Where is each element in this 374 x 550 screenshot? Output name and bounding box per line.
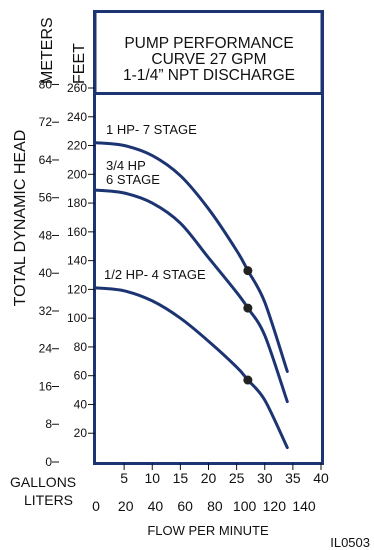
design-point-marker-3 <box>243 375 253 385</box>
pump-curve-1 <box>94 141 289 373</box>
design-point-marker-2 <box>243 303 253 313</box>
curve-label-2: 6 STAGE <box>106 172 160 187</box>
y-tick-feet-label: 180 <box>67 196 87 210</box>
y-tick-meters-label: 32 <box>39 304 53 318</box>
pump-curves <box>94 141 289 450</box>
liters-unit-label: LITERS <box>24 492 73 508</box>
y-tick-feet-label: 160 <box>67 225 87 239</box>
x-axis-liters-ticks: 0 20 40 60 80 100 120 140 <box>92 498 316 514</box>
y-tick-feet-label: 60 <box>74 369 88 383</box>
y-tick-meters-label: 48 <box>39 228 53 242</box>
y-tick-meters-label: 16 <box>39 379 53 393</box>
y-tick-meters-label: 24 <box>39 342 53 356</box>
x-tick-liters-label: 60 <box>177 498 193 514</box>
figure-code: IL0503 <box>330 535 370 550</box>
title-box <box>93 10 324 95</box>
x-tick-gallons-label: 30 <box>257 470 273 486</box>
y-tick-feet-label: 200 <box>67 167 87 181</box>
x-tick-liters-label: 120 <box>263 498 287 514</box>
y-tick-meters-label: 64 <box>39 153 53 167</box>
x-tick-gallons-label: 15 <box>173 470 189 486</box>
y-tick-meters-label: 0 <box>45 455 52 469</box>
x-tick-liters-label: 140 <box>292 498 316 514</box>
x-tick-liters-label: 100 <box>233 498 257 514</box>
y-axis-title: TOTAL DYNAMIC HEAD <box>12 130 29 307</box>
x-tick-liters-label: 0 <box>92 498 100 514</box>
chart-title-line-2: CURVE 27 GPM <box>151 51 266 68</box>
x-tick-gallons-label: 20 <box>201 470 217 486</box>
y-tick-feet-label: 20 <box>74 426 88 440</box>
feet-unit-label: FEET <box>71 43 88 84</box>
curve-labels: 1 HP- 7 STAGE 3/4 HP6 STAGE 1/2 HP- 4 STAG… <box>104 122 206 282</box>
y-tick-meters-label: 80 <box>39 77 53 91</box>
x-tick-gallons-label: 40 <box>313 470 329 486</box>
y-tick-feet-label: 120 <box>67 282 87 296</box>
curve-label-1: 1 HP- 7 STAGE <box>106 122 197 137</box>
curve-label-3: 1/2 HP- 4 STAGE <box>104 267 206 282</box>
y-tick-feet-label: 240 <box>67 110 87 124</box>
x-axis-gallons-ticks: 5 10 15 20 25 30 35 40 <box>120 463 329 486</box>
x-tick-gallons-label: 35 <box>285 470 301 486</box>
x-tick-liters-label: 20 <box>118 498 134 514</box>
gallons-unit-label: GALLONS <box>10 474 76 490</box>
y-axis-feet-ticks: 20 40 60 80 100 120 140 160 180 200 220 240 260 <box>67 81 95 440</box>
x-axis-title: FLOW PER MINUTE <box>147 523 269 538</box>
y-axis-meters-ticks: 0 8 16 24 32 40 48 56 64 72 80 <box>39 77 59 469</box>
y-tick-feet-label: 260 <box>67 81 87 95</box>
y-tick-feet-label: 220 <box>67 139 87 153</box>
y-tick-meters-label: 72 <box>39 115 53 129</box>
curve-label-2: 3/4 HP <box>106 158 146 173</box>
pump-curve-3 <box>94 286 289 450</box>
y-tick-feet-label: 140 <box>67 254 87 268</box>
pump-curve-2 <box>94 188 289 404</box>
x-tick-liters-label: 80 <box>207 498 223 514</box>
design-point-marker-1 <box>243 266 253 276</box>
y-tick-feet-label: 100 <box>67 311 87 325</box>
meters-unit-label: METERS <box>39 17 56 84</box>
y-tick-meters-label: 56 <box>39 191 53 205</box>
x-tick-gallons-label: 5 <box>120 470 128 486</box>
y-tick-feet-label: 80 <box>74 340 88 354</box>
y-tick-feet-label: 40 <box>74 397 88 411</box>
x-tick-liters-label: 40 <box>148 498 164 514</box>
y-tick-meters-label: 8 <box>45 417 52 431</box>
chart-title-line-1: PUMP PERFORMANCE <box>124 35 293 52</box>
y-tick-meters-label: 40 <box>39 266 53 280</box>
x-tick-gallons-label: 10 <box>144 470 160 486</box>
x-tick-gallons-label: 25 <box>229 470 245 486</box>
chart-title-line-3: 1-1/4” NPT DISCHARGE <box>123 67 295 84</box>
